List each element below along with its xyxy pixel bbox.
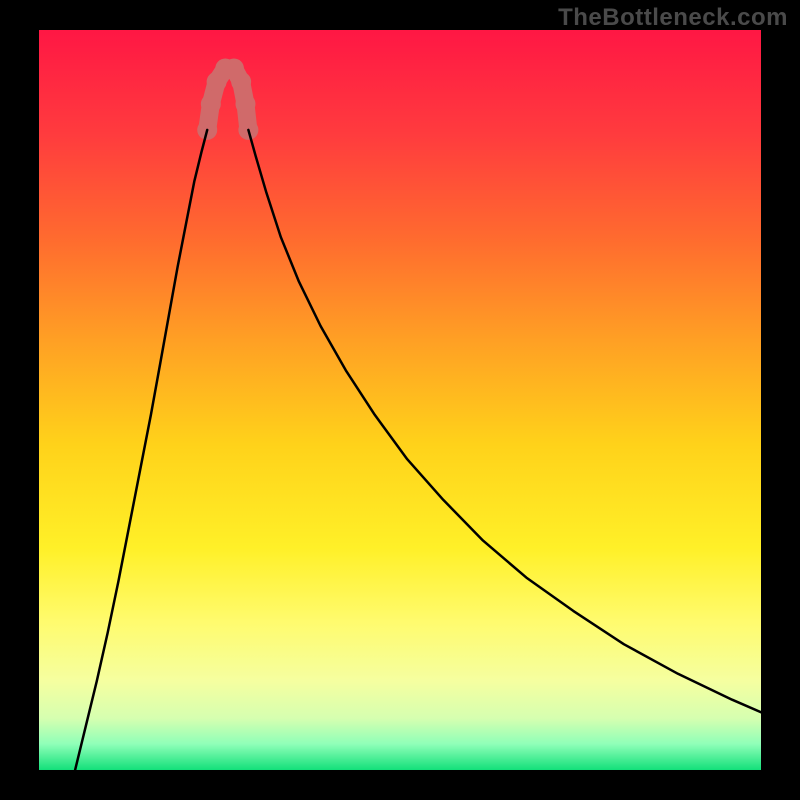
watermark-label: TheBottleneck.com [558,4,788,32]
left-curve [75,130,207,770]
trough-marker-dot [231,72,251,92]
chart-svg [39,30,761,770]
trough-marker-dot [235,94,255,114]
plot-area [39,30,761,770]
right-curve [248,130,761,712]
stage: TheBottleneck.com [0,0,800,800]
trough-marker-dot [201,94,221,114]
